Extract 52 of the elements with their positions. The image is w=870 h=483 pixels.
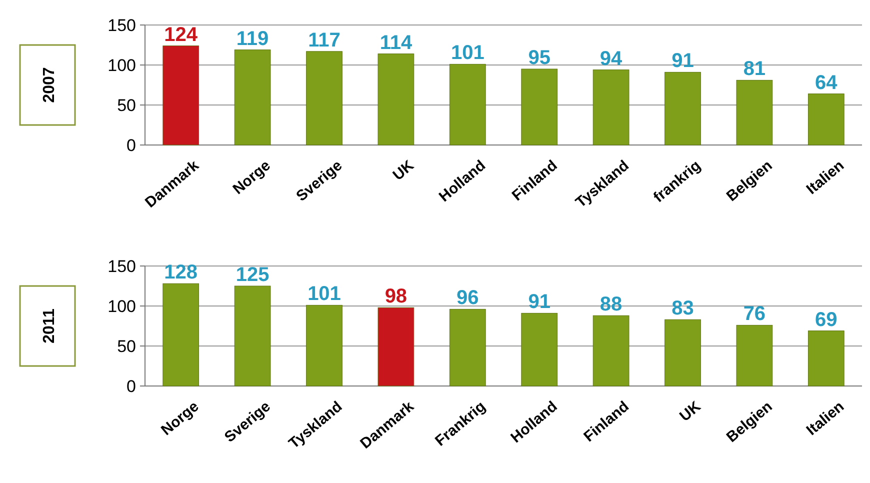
y-tick-label: 0 bbox=[126, 136, 136, 155]
bar bbox=[808, 330, 844, 386]
y-tick-label: 150 bbox=[108, 256, 136, 276]
data-label: 98 bbox=[384, 286, 408, 308]
bar bbox=[234, 286, 271, 386]
bar bbox=[378, 54, 414, 146]
y-tick-label: 150 bbox=[108, 16, 136, 35]
y-tick-label: 100 bbox=[108, 296, 136, 316]
bar bbox=[664, 72, 701, 146]
data-label: 88 bbox=[600, 294, 622, 316]
data-label: 114 bbox=[380, 32, 413, 54]
data-label: 125 bbox=[236, 264, 270, 286]
y-tick-label: 50 bbox=[117, 336, 136, 356]
bar bbox=[162, 46, 200, 146]
bar bbox=[234, 50, 271, 146]
data-label: 83 bbox=[672, 298, 694, 320]
data-label: 95 bbox=[528, 47, 550, 69]
data-label: 128 bbox=[164, 262, 198, 284]
bar bbox=[664, 319, 701, 386]
data-label: 101 bbox=[450, 42, 484, 64]
data-label: 69 bbox=[815, 308, 838, 331]
data-label: 117 bbox=[308, 29, 340, 52]
bar bbox=[378, 307, 414, 386]
y-tick-label: 50 bbox=[117, 96, 136, 115]
data-label: 94 bbox=[600, 48, 624, 70]
bar bbox=[592, 70, 630, 146]
bar bbox=[306, 304, 342, 386]
text: 2011 bbox=[41, 308, 58, 344]
x-tick-label: UK bbox=[390, 156, 418, 184]
bar bbox=[521, 312, 558, 386]
data-label: 91 bbox=[528, 291, 550, 314]
x-tick-label: UK bbox=[676, 398, 704, 426]
bar bbox=[521, 68, 558, 146]
bar bbox=[808, 94, 844, 146]
y-tick-label: 0 bbox=[126, 376, 136, 396]
text: 2007 bbox=[41, 67, 58, 103]
bar bbox=[449, 64, 486, 146]
data-label: 91 bbox=[672, 50, 694, 72]
data-label: 124 bbox=[164, 24, 198, 46]
y-tick-label: 100 bbox=[108, 56, 136, 75]
bar bbox=[306, 51, 342, 146]
data-label: 76 bbox=[743, 303, 766, 326]
bar bbox=[162, 283, 200, 386]
bar bbox=[736, 324, 773, 386]
data-label: 96 bbox=[456, 287, 479, 310]
bar bbox=[736, 80, 773, 146]
data-label: 101 bbox=[308, 283, 341, 306]
data-label: 64 bbox=[815, 72, 838, 94]
data-label: 119 bbox=[236, 28, 269, 50]
bar bbox=[592, 315, 630, 386]
bar bbox=[449, 308, 486, 386]
data-label: 81 bbox=[743, 58, 766, 80]
